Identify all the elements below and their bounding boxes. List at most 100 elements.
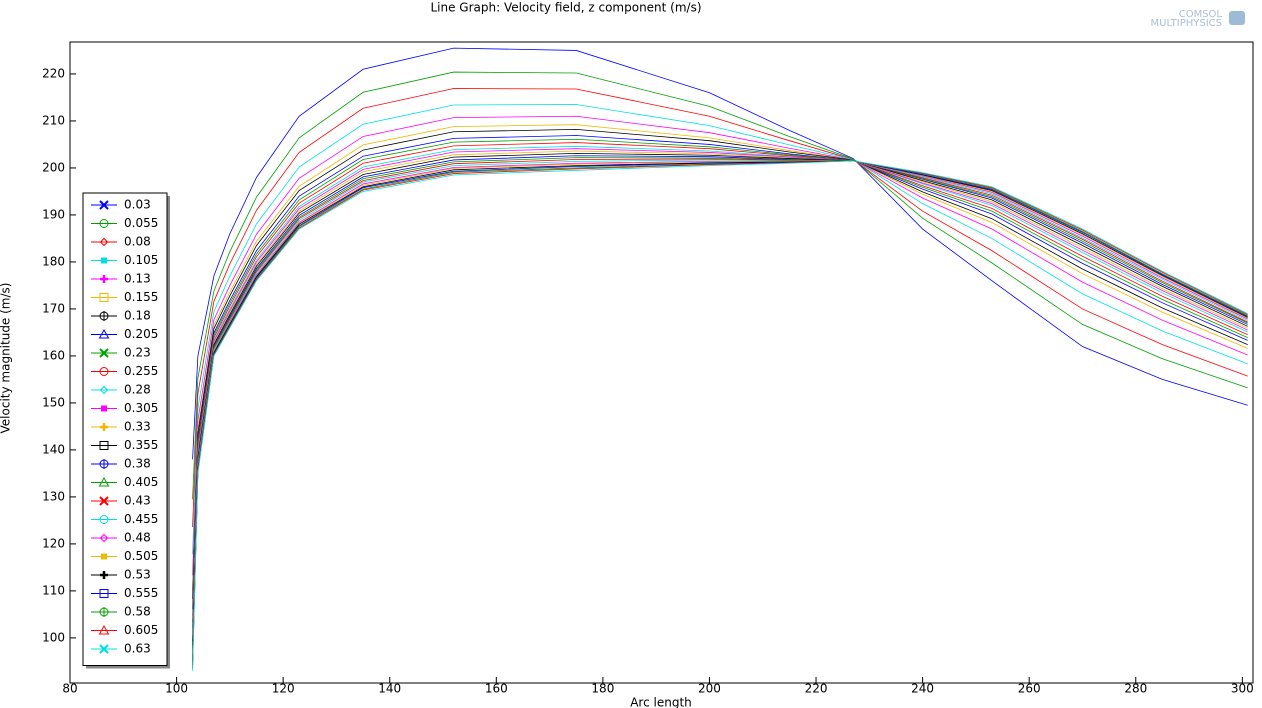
y-tick-label: 180 <box>42 254 65 268</box>
y-tick-label: 190 <box>42 207 65 221</box>
legend-marker <box>101 257 107 264</box>
series-line <box>192 160 1248 663</box>
legend-marker <box>99 200 109 210</box>
series-line <box>192 138 1248 616</box>
legend-marker <box>100 423 108 431</box>
x-tick-label: 280 <box>1124 682 1147 696</box>
legend-label: 0.63 <box>124 642 151 656</box>
legend-label: 0.605 <box>124 623 158 637</box>
legend-label: 0.43 <box>124 494 151 508</box>
legend-label: 0.555 <box>124 586 158 600</box>
legend-marker <box>99 385 109 395</box>
legend-label: 0.405 <box>124 475 158 489</box>
legend-marker <box>99 607 109 617</box>
legend: 0.03 0.055 0.08 0.105 0.13 0.155 0.18 0.205 0.23… <box>82 192 170 669</box>
y-tick-label: 160 <box>42 348 65 362</box>
series-line <box>192 135 1248 610</box>
legend-marker <box>99 533 109 543</box>
x-axis-label: Arc length <box>630 696 692 708</box>
legend-marker <box>99 459 109 469</box>
y-axis-label: Velocity magnitude (m/s) <box>0 283 13 434</box>
x-tick-label: 200 <box>698 682 721 696</box>
legend-label: 0.38 <box>124 457 151 471</box>
legend-label: 0.33 <box>124 420 151 434</box>
legend-marker <box>99 311 109 321</box>
legend-marker <box>99 496 109 506</box>
series-line <box>192 150 1248 637</box>
x-tick-label: 140 <box>378 682 401 696</box>
legend-label: 0.03 <box>124 198 151 212</box>
y-tick-label: 210 <box>42 113 65 127</box>
series-line <box>192 160 1248 665</box>
series-line <box>192 157 1248 649</box>
legend-label: 0.48 <box>124 531 151 545</box>
legend-marker <box>99 219 109 228</box>
series-line <box>192 155 1248 646</box>
y-tick-label: 110 <box>42 583 65 597</box>
series-line <box>192 159 1248 655</box>
series-line <box>192 142 1248 622</box>
legend-label: 0.58 <box>124 605 151 619</box>
legend-marker <box>99 348 109 358</box>
legend-marker <box>99 367 109 376</box>
x-tick-label: 260 <box>1018 682 1041 696</box>
series-line <box>192 160 1248 660</box>
y-tick-label: 170 <box>42 301 65 315</box>
legend-label: 0.305 <box>124 401 158 415</box>
legend-label: 0.255 <box>124 364 158 378</box>
x-tick-label: 220 <box>805 682 828 696</box>
legend-marker <box>100 275 108 283</box>
y-tick-label: 140 <box>42 442 65 456</box>
legend-marker <box>99 515 109 524</box>
legend-marker <box>98 624 110 635</box>
series-line <box>192 160 1248 671</box>
series-line <box>192 88 1248 527</box>
x-tick-label: 100 <box>165 682 188 696</box>
legend-label: 0.08 <box>124 235 151 249</box>
x-tick-label: 300 <box>1231 682 1254 696</box>
legend-label: 0.455 <box>124 512 158 526</box>
series-line <box>192 115 1248 576</box>
legend-marker <box>100 571 108 579</box>
legend-label: 0.28 <box>124 383 151 397</box>
legend-marker <box>99 589 109 598</box>
series-group <box>192 47 1248 671</box>
x-tick-label: 240 <box>911 682 934 696</box>
legend-marker <box>98 476 110 487</box>
legend-marker <box>99 441 109 450</box>
series-line <box>192 148 1248 633</box>
legend-marker <box>99 237 109 247</box>
series-line <box>192 71 1248 500</box>
legend-label: 0.505 <box>124 549 158 563</box>
logo-icon <box>1229 11 1245 25</box>
y-tick-label: 220 <box>42 66 65 80</box>
legend-label: 0.355 <box>124 438 158 452</box>
chart-title: Line Graph: Velocity field, z component … <box>430 1 701 15</box>
x-tick-label: 180 <box>591 682 614 696</box>
y-tick-label: 120 <box>42 536 65 550</box>
plot-area <box>69 41 1254 684</box>
legend-label: 0.53 <box>124 568 151 582</box>
series-line <box>192 152 1248 642</box>
legend-box <box>82 192 168 666</box>
legend-label: 0.18 <box>124 309 151 323</box>
legend-label: 0.23 <box>124 346 151 360</box>
legend-label: 0.13 <box>124 272 151 286</box>
y-tick-label: 130 <box>42 489 65 503</box>
series-line <box>192 158 1248 652</box>
x-tick-label: 80 <box>62 682 77 696</box>
y-tick-label: 100 <box>42 630 65 644</box>
legend-label: 0.105 <box>124 253 158 267</box>
legend-label: 0.155 <box>124 290 158 304</box>
series-line <box>192 104 1248 555</box>
series-line <box>192 129 1248 599</box>
legend-marker <box>99 293 109 302</box>
series-line <box>192 145 1248 629</box>
watermark: COMSOL <box>1179 9 1223 20</box>
legend-marker <box>101 405 107 412</box>
series-line <box>192 47 1248 460</box>
x-tick-label: 160 <box>485 682 508 696</box>
series-line <box>192 124 1248 591</box>
